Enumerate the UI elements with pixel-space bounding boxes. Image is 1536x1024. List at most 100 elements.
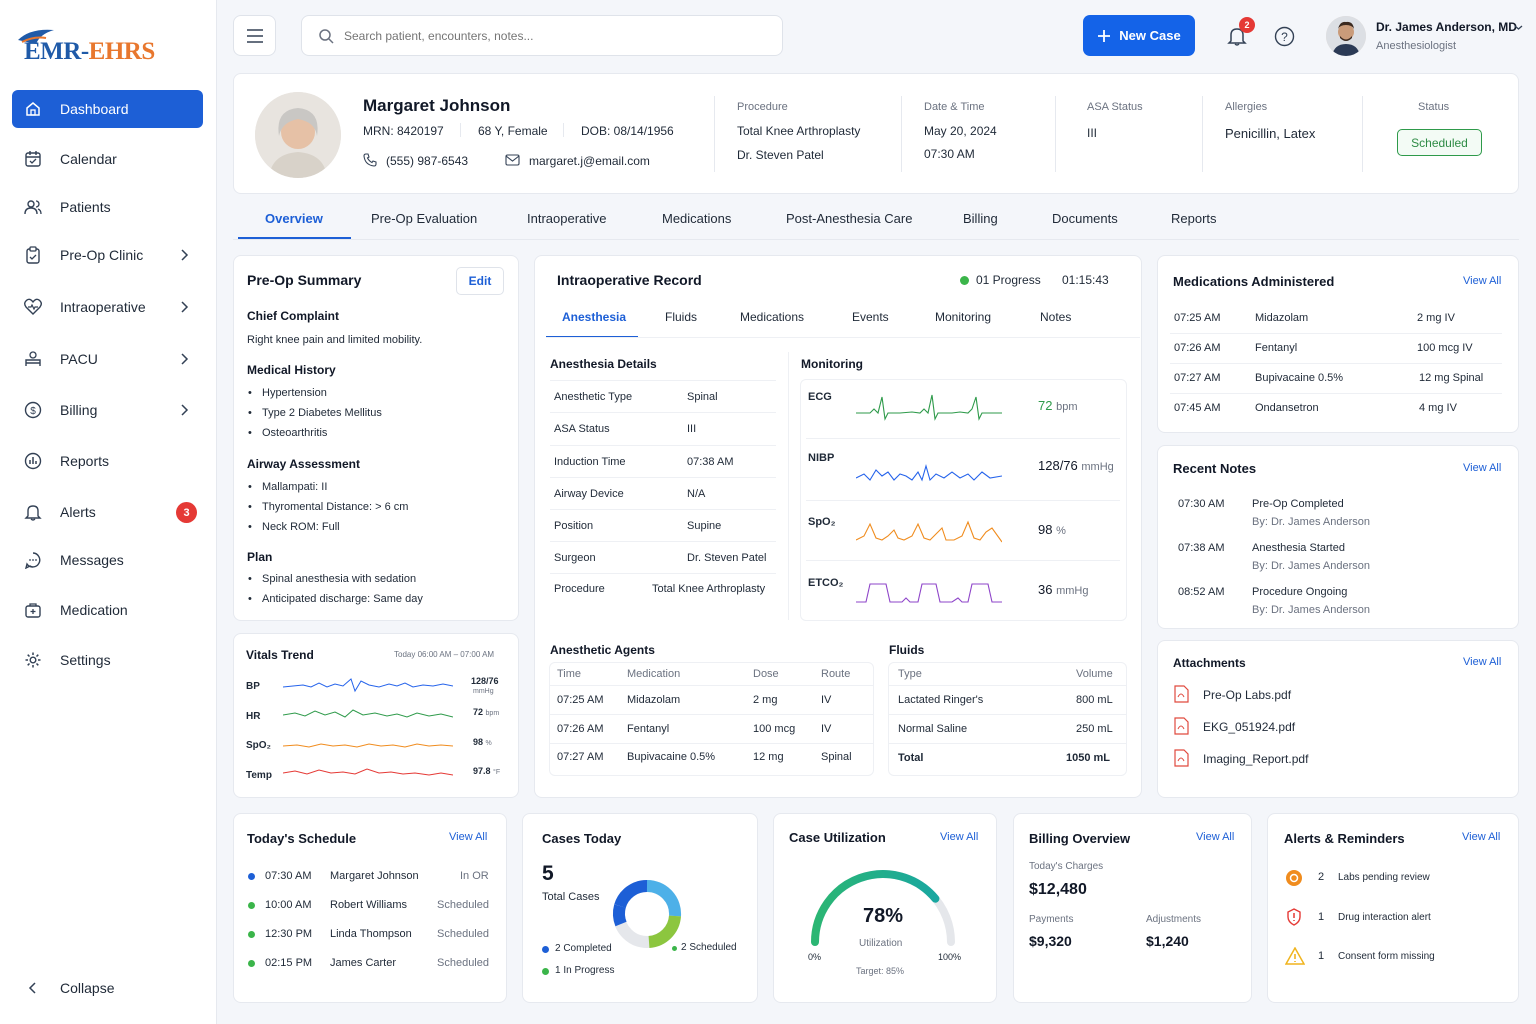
search-bar[interactable]: [301, 15, 783, 56]
agent-cell: IV: [821, 694, 832, 706]
adjustments-label: Adjustments: [1146, 914, 1202, 925]
sidebar-item-alerts[interactable]: Alerts 3: [12, 493, 203, 531]
alerts-count-badge: 3: [176, 502, 197, 523]
note-title[interactable]: Pre-Op Completed: [1252, 498, 1344, 510]
schedule-status: In OR: [460, 870, 489, 882]
alert-text[interactable]: Drug interaction alert: [1338, 912, 1431, 923]
tab-documents[interactable]: Documents: [1052, 211, 1118, 226]
attachments-view-all-link[interactable]: View All: [1463, 656, 1502, 668]
menu-button[interactable]: [233, 15, 276, 56]
sidebar-item-settings[interactable]: Settings: [12, 641, 203, 679]
subtab-events[interactable]: Events: [852, 310, 889, 324]
user-name[interactable]: Dr. James Anderson, MD: [1376, 20, 1517, 34]
tab-medications[interactable]: Medications: [662, 211, 732, 226]
schedule-patient[interactable]: James Carter: [330, 957, 397, 969]
edit-button[interactable]: Edit: [456, 267, 504, 295]
svg-text:?: ?: [1281, 30, 1288, 44]
gauge-max: 100%: [938, 952, 962, 962]
sidebar-item-billing[interactable]: $ Billing: [12, 391, 203, 429]
chevron-left-icon: [24, 979, 42, 997]
schedule-time: 02:15 PM: [265, 957, 313, 969]
divider: [714, 96, 715, 172]
bell-icon: [24, 503, 42, 521]
utilization-view-all-link[interactable]: View All: [940, 831, 979, 843]
med-dose: 4 mg IV: [1419, 402, 1457, 414]
sidebar-item-intraoperative[interactable]: Intraoperative: [12, 288, 203, 326]
subtab-baseline: [546, 337, 1140, 338]
sidebar-item-reports[interactable]: Reports: [12, 442, 203, 480]
help-icon[interactable]: ?: [1274, 26, 1295, 47]
med-name: Fentanyl: [1255, 342, 1298, 354]
svg-text:$: $: [30, 406, 36, 417]
sidebar-item-pre-op-clinic[interactable]: Pre-Op Clinic: [12, 236, 203, 274]
sidebar-item-patients[interactable]: Patients: [12, 188, 203, 226]
subtab-anesthesia[interactable]: Anesthesia: [562, 310, 627, 324]
detail-key: Position: [554, 520, 594, 532]
patient-email[interactable]: margaret.j@email.com: [529, 154, 650, 168]
charges-value: $12,480: [1029, 881, 1087, 898]
sidebar-item-messages[interactable]: Messages: [12, 541, 203, 579]
subtab-notes[interactable]: Notes: [1040, 310, 1072, 324]
new-case-button[interactable]: New Case: [1083, 15, 1195, 56]
fluids-header-type: Type: [898, 668, 922, 680]
patient-phone[interactable]: (555) 987-6543: [386, 154, 469, 168]
alerts-reminders-card: [1267, 813, 1519, 1003]
note-title[interactable]: Procedure Ongoing: [1252, 586, 1348, 598]
billing-view-all-link[interactable]: View All: [1196, 831, 1235, 843]
schedule-status-dot: [248, 931, 255, 938]
gear-icon: [24, 651, 42, 669]
subtab-medications[interactable]: Medications: [740, 310, 805, 324]
search-input[interactable]: [344, 28, 744, 43]
schedule-patient[interactable]: Linda Thompson: [330, 928, 412, 940]
app-logo[interactable]: EMR-EHRS: [12, 26, 172, 70]
notes-view-all-link[interactable]: View All: [1463, 462, 1502, 474]
sidebar-item-calendar[interactable]: Calendar: [12, 140, 203, 178]
temp-unit: °F: [493, 769, 501, 776]
sidebar-item-dashboard[interactable]: Dashboard: [12, 90, 203, 128]
subtab-monitoring[interactable]: Monitoring: [935, 310, 992, 324]
hr-value: 72: [473, 707, 484, 717]
schedule-status-dot: [248, 902, 255, 909]
note-title[interactable]: Anesthesia Started: [1252, 542, 1345, 554]
medications-administered-card: [1157, 255, 1519, 433]
subtab-fluids[interactable]: Fluids: [665, 310, 698, 324]
alerts-view-all-link[interactable]: View All: [1462, 831, 1501, 843]
tab-billing[interactable]: Billing: [963, 211, 998, 226]
fluid-cell: 250 mL: [1076, 723, 1113, 735]
attachment-link[interactable]: Pre-Op Labs.pdf: [1203, 688, 1292, 702]
vitals-trend-card: [233, 633, 519, 798]
attachment-link[interactable]: EKG_051924.pdf: [1203, 720, 1296, 734]
tab-intraoperative[interactable]: Intraoperative: [527, 211, 607, 226]
schedule-patient[interactable]: Robert Williams: [330, 899, 408, 911]
alert-text[interactable]: Labs pending review: [1338, 872, 1430, 883]
vitals-value-spo2: 98 %: [473, 737, 492, 747]
billing-title: Billing Overview: [1029, 831, 1131, 846]
tab-pre-op-evaluation[interactable]: Pre-Op Evaluation: [371, 211, 478, 226]
agent-cell: 12 mg: [753, 751, 784, 763]
schedule-title: Today's Schedule: [247, 831, 357, 846]
sidebar-item-pacu[interactable]: PACU: [12, 340, 203, 378]
patient-name: Margaret Johnson: [363, 96, 511, 115]
alert-text[interactable]: Consent form missing: [1338, 951, 1435, 962]
sidebar-item-medication[interactable]: Medication: [12, 591, 203, 629]
airway-heading: Airway Assessment: [247, 457, 360, 471]
spo2-value: 98: [473, 737, 484, 747]
collapse-button[interactable]: Collapse: [12, 969, 203, 1007]
detail-value: 07:38 AM: [687, 456, 734, 468]
medkit-icon: [24, 601, 42, 619]
spo2-unit: %: [485, 740, 492, 747]
schedule-patient[interactable]: Margaret Johnson: [330, 870, 419, 882]
schedule-view-all-link[interactable]: View All: [449, 831, 488, 843]
tab-overview[interactable]: Overview: [265, 211, 323, 226]
schedule-status: Scheduled: [437, 957, 489, 969]
user-avatar[interactable]: [1326, 16, 1366, 56]
chevron-down-icon[interactable]: [1514, 23, 1523, 32]
tab-reports[interactable]: Reports: [1171, 211, 1217, 226]
divider: [1202, 96, 1203, 172]
gauge-fill: [811, 870, 940, 946]
tab-post-anesthesia-care[interactable]: Post-Anesthesia Care: [786, 211, 913, 226]
medications-view-all-link[interactable]: View All: [1463, 275, 1502, 287]
attachment-link[interactable]: Imaging_Report.pdf: [1203, 752, 1309, 766]
notifications-bell-icon[interactable]: [1226, 25, 1248, 47]
message-icon: [24, 551, 42, 569]
